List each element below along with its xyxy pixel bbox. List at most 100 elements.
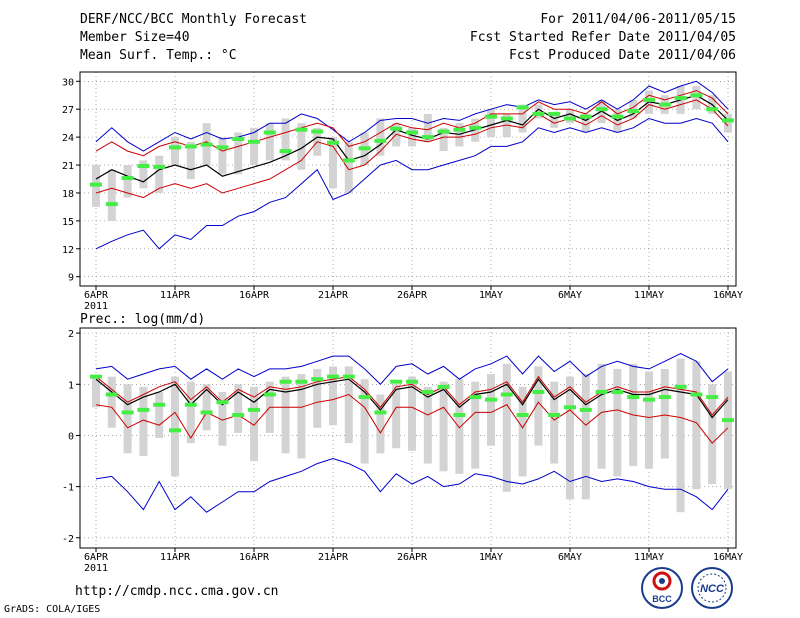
y-tick-label: 9: [68, 273, 74, 284]
median-marker: [453, 127, 466, 132]
median-marker: [263, 392, 276, 397]
median-marker: [643, 397, 655, 402]
median-marker: [137, 163, 150, 168]
x-tick-label: 1MAY: [479, 552, 503, 563]
member-box: [550, 113, 559, 128]
chart-title: DERF/NCC/BCC Monthly Forecast: [80, 12, 307, 27]
member-box: [234, 384, 243, 433]
median-marker: [437, 129, 450, 134]
member-box: [139, 160, 148, 189]
median-marker: [706, 395, 719, 400]
x-tick-label: 21APR: [318, 290, 349, 301]
median-marker: [674, 384, 687, 389]
y-tick-label: -2: [62, 534, 74, 545]
median-marker: [485, 397, 497, 402]
median-marker: [121, 410, 134, 415]
member-box: [107, 376, 116, 428]
member-box: [550, 381, 559, 464]
median-marker: [153, 164, 166, 169]
forecast-period: For 2011/04/06-2011/05/15: [540, 12, 736, 27]
y-tick-label: 24: [62, 133, 74, 144]
member-box: [581, 113, 590, 133]
member-box: [376, 118, 385, 156]
member-box: [344, 141, 353, 193]
x-tick-label: 16MAY: [713, 290, 743, 301]
band-upper-line: [95, 375, 729, 416]
y-tick-label: 2: [68, 329, 74, 340]
member-box: [534, 104, 543, 119]
member-box: [471, 381, 480, 469]
median-marker: [327, 140, 339, 145]
median-marker: [643, 97, 655, 102]
member-box: [597, 363, 606, 469]
median-marker: [184, 402, 197, 407]
plot-frame: [79, 71, 737, 287]
member-box: [265, 123, 274, 161]
median-marker: [469, 125, 482, 130]
member-box: [155, 391, 164, 438]
y-tick-label: 21: [62, 161, 74, 172]
year-label: 2011: [84, 563, 108, 574]
median-marker: [263, 130, 276, 135]
member-box: [155, 155, 164, 193]
envelope-max-line: [95, 353, 729, 386]
year-label: 2011: [84, 301, 108, 312]
median-marker: [658, 102, 671, 107]
member-box: [566, 376, 574, 500]
median-marker: [421, 389, 434, 394]
median-marker: [137, 407, 150, 412]
median-marker: [200, 410, 213, 415]
member-box: [344, 366, 353, 444]
median-marker: [90, 374, 102, 379]
y-tick-label: 12: [62, 245, 74, 256]
member-box: [439, 127, 448, 152]
member-box: [645, 371, 653, 469]
source-url[interactable]: http://cmdp.ncc.cma.gov.cn: [75, 584, 279, 599]
member-box: [186, 141, 195, 179]
median-marker: [121, 176, 134, 181]
member-box: [202, 384, 211, 431]
median-marker: [548, 111, 561, 116]
x-tick-label: 21APR: [318, 552, 349, 563]
member-box: [724, 371, 732, 490]
median-marker: [532, 111, 545, 116]
member-box: [234, 132, 243, 175]
member-box: [487, 109, 495, 138]
y-tick-label: 30: [62, 77, 74, 88]
member-box: [423, 386, 432, 464]
produced-date: Fcst Produced Date 2011/04/06: [509, 48, 736, 63]
member-box: [581, 374, 590, 500]
x-tick-label: 11MAY: [634, 290, 664, 301]
median-marker: [595, 389, 608, 394]
member-box: [329, 366, 337, 426]
y-tick-label: 1: [68, 380, 74, 391]
x-tick-label: 26APR: [397, 290, 428, 301]
member-box: [281, 118, 290, 161]
envelope-max-line: [95, 80, 729, 152]
median-marker: [153, 402, 166, 407]
median-marker: [611, 114, 624, 119]
member-box: [329, 137, 337, 189]
band-lower-line: [95, 393, 729, 444]
median-marker: [453, 412, 466, 417]
member-box: [708, 384, 717, 485]
y-tick-label: 15: [62, 217, 74, 228]
median-marker: [184, 144, 197, 149]
median-marker: [421, 135, 434, 140]
member-box: [123, 165, 132, 198]
envelope-min-line: [95, 117, 729, 250]
bcc-logo-text: BCC: [652, 594, 672, 604]
median-marker: [690, 93, 703, 98]
median-marker: [548, 412, 561, 417]
median-marker: [406, 130, 418, 135]
member-box: [297, 123, 306, 170]
member-box: [692, 361, 701, 490]
ncc-logo-text: NCC: [700, 583, 725, 595]
member-box: [218, 391, 227, 446]
member-box: [502, 363, 511, 492]
median-marker: [722, 118, 734, 123]
median-marker: [532, 389, 545, 394]
member-box: [534, 366, 543, 446]
